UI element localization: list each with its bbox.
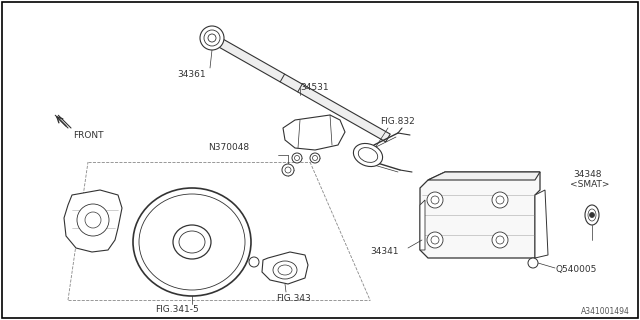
Circle shape (496, 236, 504, 244)
Polygon shape (64, 190, 122, 252)
Circle shape (77, 204, 109, 236)
Circle shape (208, 34, 216, 42)
Polygon shape (210, 34, 390, 142)
Ellipse shape (358, 148, 378, 163)
Circle shape (431, 236, 439, 244)
Text: A341001494: A341001494 (581, 307, 630, 316)
Text: FRONT: FRONT (73, 131, 104, 140)
Polygon shape (428, 172, 540, 180)
Circle shape (492, 192, 508, 208)
Circle shape (427, 192, 443, 208)
Ellipse shape (278, 265, 292, 275)
Ellipse shape (588, 209, 596, 221)
Circle shape (492, 232, 508, 248)
Ellipse shape (585, 205, 599, 225)
Circle shape (204, 30, 220, 46)
Circle shape (292, 153, 302, 163)
Circle shape (312, 156, 317, 161)
Circle shape (285, 167, 291, 173)
Text: 34341: 34341 (370, 247, 399, 256)
Circle shape (431, 196, 439, 204)
Text: FIG.832: FIG.832 (380, 117, 415, 126)
Polygon shape (262, 252, 308, 284)
Circle shape (249, 257, 259, 267)
Circle shape (496, 196, 504, 204)
Ellipse shape (139, 194, 245, 290)
Text: 34348: 34348 (573, 170, 602, 179)
Text: 34361: 34361 (177, 70, 205, 79)
Text: FIG.341-5: FIG.341-5 (155, 305, 199, 314)
Polygon shape (535, 190, 548, 258)
Text: 34531: 34531 (300, 83, 328, 92)
Text: FIG.343: FIG.343 (276, 294, 311, 303)
Polygon shape (174, 224, 210, 258)
Circle shape (589, 212, 595, 218)
Ellipse shape (179, 231, 205, 253)
Ellipse shape (353, 143, 383, 166)
Text: <SMAT>: <SMAT> (570, 180, 609, 189)
Ellipse shape (273, 261, 297, 279)
Circle shape (310, 153, 320, 163)
Circle shape (427, 232, 443, 248)
Circle shape (282, 164, 294, 176)
Ellipse shape (133, 188, 251, 296)
Circle shape (528, 258, 538, 268)
Ellipse shape (173, 225, 211, 259)
Text: Q540005: Q540005 (555, 265, 596, 274)
Text: N370048: N370048 (208, 143, 249, 152)
Circle shape (85, 212, 101, 228)
Circle shape (294, 156, 300, 161)
Polygon shape (283, 115, 345, 150)
Circle shape (200, 26, 224, 50)
Polygon shape (420, 200, 425, 250)
Polygon shape (420, 172, 540, 258)
